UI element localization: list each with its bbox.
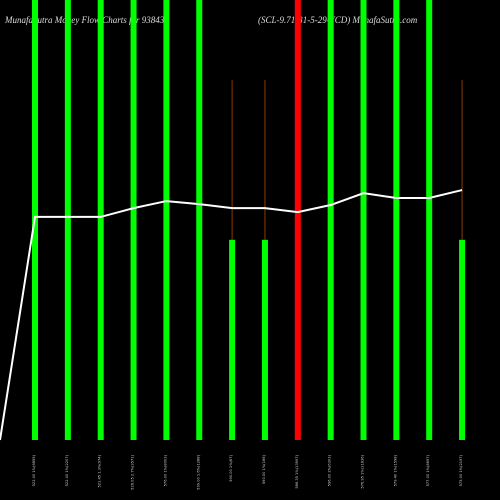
- bar: [327, 0, 334, 440]
- x-tick-label: 590.00 1%(67): [229, 454, 233, 481]
- x-tick-label: 522.00 1%(6859): [32, 454, 36, 486]
- bar: [196, 0, 203, 440]
- x-tick-label: 576.95 1%(11836): [361, 454, 365, 488]
- x-tick-label: 586.35 1%(13997): [295, 454, 299, 488]
- x-tick-label: 575.00 1%(2197): [459, 454, 463, 486]
- bar: [261, 239, 268, 440]
- bar: [97, 0, 104, 440]
- price-line: [0, 189, 463, 441]
- x-tick-label: 522.00 1%(2207): [65, 454, 69, 486]
- bar: [229, 239, 236, 440]
- x-tick-label: 590.00 1%(166): [262, 454, 266, 484]
- chart-title: MunafaSutra Money Flow Charts for 938433: [4, 15, 169, 25]
- x-tick-label: 596.00 2%(6303): [328, 454, 332, 486]
- bar: [360, 0, 367, 440]
- x-tick-label: 599.00 1.6%(1288): [196, 454, 200, 489]
- bar: [163, 0, 170, 440]
- x-tick-label: 579.40 1%(1598): [393, 454, 397, 486]
- bar: [130, 0, 137, 440]
- x-tick-label: 521.45 1.3%(974): [98, 454, 102, 487]
- bar: [64, 0, 71, 440]
- x-tick-label: 526.05 2.7%(3571): [131, 454, 135, 489]
- bar: [459, 239, 466, 440]
- bar: [393, 0, 400, 440]
- chart-subtitle: (SCL-9.71-31-5-29-YCD) MunafaSutra.com: [258, 15, 418, 25]
- bar: [426, 0, 433, 440]
- x-tick-label: 577.00 1%(8697): [426, 454, 430, 486]
- bar: [294, 0, 301, 440]
- x-tick-label: 576.00 1%(8003): [163, 454, 167, 486]
